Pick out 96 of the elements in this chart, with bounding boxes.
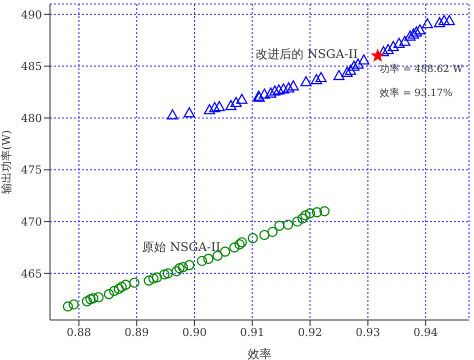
point — [259, 230, 270, 240]
point — [178, 262, 188, 272]
point — [444, 14, 455, 26]
point — [274, 220, 285, 231]
point — [265, 88, 276, 98]
x-tick-label: 0.89 — [124, 326, 149, 339]
point — [248, 233, 258, 244]
point — [300, 76, 312, 86]
point — [68, 299, 79, 310]
point — [104, 289, 114, 300]
point — [297, 213, 308, 224]
annotation: 效率 = 93.17% — [380, 86, 453, 99]
point — [144, 276, 154, 286]
point — [434, 17, 446, 28]
point — [116, 282, 127, 292]
point — [230, 96, 242, 108]
annotation: 功率 = 488.62 W — [380, 62, 464, 75]
point — [225, 100, 236, 110]
point — [269, 85, 280, 96]
point — [236, 237, 247, 248]
y-tick-label: 465 — [21, 267, 42, 280]
point — [273, 84, 284, 95]
point — [166, 109, 178, 120]
point — [422, 18, 433, 28]
point — [114, 284, 124, 294]
y-tick-label: 485 — [21, 60, 42, 74]
x-tick-label: 0.93 — [356, 326, 380, 339]
point — [393, 38, 405, 48]
point — [292, 216, 302, 227]
x-tick-label: 0.90 — [182, 326, 207, 339]
point — [203, 254, 214, 264]
point — [258, 88, 270, 99]
y-tick-label: 480 — [21, 112, 42, 125]
point — [414, 24, 426, 34]
y-tick-label: 490 — [21, 8, 42, 22]
x-tick-label: 0.88 — [66, 326, 92, 339]
point — [209, 102, 220, 112]
point — [212, 250, 223, 261]
point — [371, 49, 384, 62]
point — [341, 66, 353, 77]
point — [184, 107, 195, 118]
point — [288, 80, 299, 90]
series-label: 改进后的 NSGA-II — [255, 46, 358, 61]
point — [88, 293, 98, 304]
point — [404, 30, 416, 41]
point — [319, 206, 330, 216]
point — [358, 54, 370, 65]
point — [278, 83, 290, 94]
point — [148, 273, 159, 284]
x-tick-label: 0.91 — [240, 326, 265, 339]
point — [310, 74, 322, 84]
point — [82, 296, 92, 306]
point — [120, 280, 131, 290]
point — [283, 82, 294, 93]
point — [229, 242, 240, 253]
x-tick-label: 0.94 — [413, 326, 438, 339]
series-label: 原始 NSGA-II — [142, 240, 221, 254]
point — [162, 268, 173, 278]
point — [352, 58, 364, 69]
point — [171, 266, 182, 276]
point — [214, 100, 225, 112]
point — [344, 64, 356, 75]
point — [62, 301, 74, 312]
point — [159, 269, 170, 280]
point — [236, 94, 248, 104]
y-axis-title: 输出功率(W) — [0, 130, 13, 194]
point — [410, 26, 422, 37]
point — [184, 260, 194, 270]
y-tick-label: 470 — [21, 215, 42, 228]
point — [312, 207, 322, 218]
point — [93, 292, 104, 302]
x-axis-title: 效率 — [248, 347, 272, 360]
point — [196, 256, 208, 266]
point — [283, 220, 294, 230]
point — [438, 14, 450, 26]
point — [85, 294, 96, 304]
point — [220, 246, 230, 257]
x-tick-label: 0.92 — [298, 326, 322, 339]
point — [315, 72, 327, 82]
point — [129, 278, 140, 288]
point — [109, 286, 120, 296]
y-tick-label: 475 — [21, 164, 42, 177]
point — [304, 208, 316, 218]
point — [204, 104, 216, 114]
point — [333, 70, 345, 80]
point — [378, 46, 390, 56]
point — [348, 60, 360, 71]
point — [399, 36, 410, 46]
point — [267, 226, 278, 238]
point — [234, 239, 245, 250]
point — [388, 40, 399, 52]
point — [300, 210, 311, 220]
point — [382, 44, 394, 54]
point — [174, 263, 185, 274]
point — [152, 272, 162, 283]
point — [408, 28, 420, 39]
